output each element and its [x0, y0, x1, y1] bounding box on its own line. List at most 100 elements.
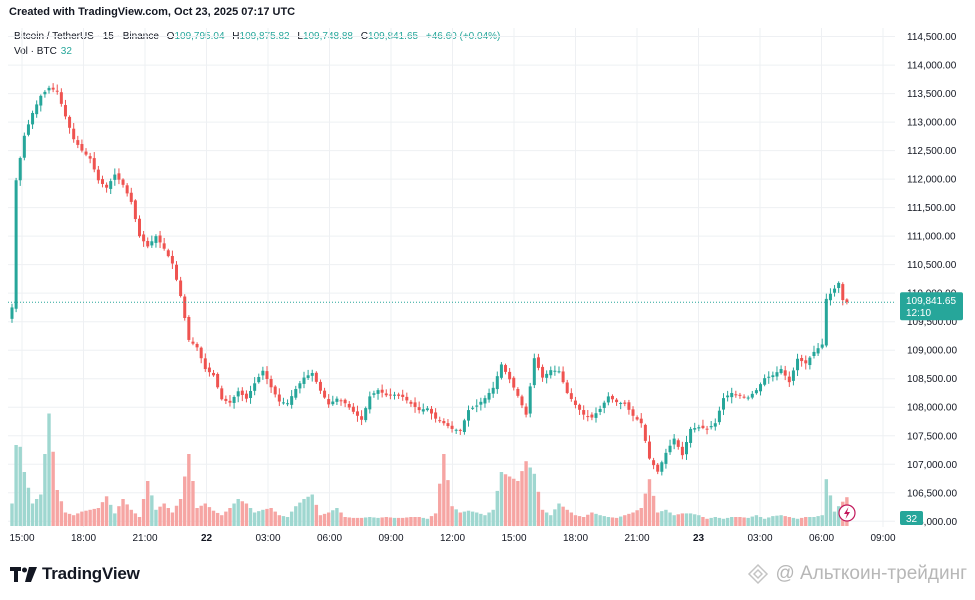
- candle-body: [742, 396, 746, 398]
- candle-body: [833, 288, 837, 293]
- volume-bar: [779, 515, 783, 526]
- x-tick-label: 22: [201, 533, 213, 544]
- candle-body: [553, 370, 557, 372]
- candle-body: [676, 440, 680, 447]
- volume-bar: [565, 509, 569, 526]
- candle-body: [446, 423, 450, 427]
- volume-bar: [141, 499, 146, 526]
- volume-label[interactable]: Vol · BTC: [14, 46, 57, 57]
- y-tick-label: 108,000.00: [907, 403, 957, 414]
- volume-bar: [532, 473, 537, 526]
- volume-bar: [475, 512, 479, 526]
- tradingview-logo[interactable]: TradingView: [10, 564, 140, 584]
- volume-bar: [627, 513, 631, 526]
- volume-bar: [80, 511, 84, 526]
- volume-bar: [697, 515, 701, 526]
- volume-bar: [92, 508, 96, 526]
- volume-bar: [516, 481, 520, 526]
- volume-bar: [512, 478, 516, 526]
- volume-bar: [104, 496, 109, 526]
- candle-body: [430, 408, 433, 414]
- y-tick-label: 113,500.00: [907, 89, 957, 100]
- candle-body: [306, 375, 310, 378]
- candle-body: [125, 185, 129, 194]
- x-tick-label: 03:00: [255, 533, 280, 544]
- candle-body: [796, 358, 800, 371]
- candle-body: [314, 372, 318, 382]
- candle-body: [541, 366, 545, 378]
- candle-body: [397, 394, 401, 396]
- volume-bar: [326, 512, 331, 526]
- volume-legend: Vol · BTC 32: [14, 46, 72, 57]
- volume-bar: [536, 491, 541, 526]
- candle-body: [376, 390, 380, 394]
- volume-bar: [738, 517, 742, 526]
- volume-bar: [178, 499, 183, 526]
- candle-body: [837, 282, 841, 289]
- volume-bar: [775, 515, 779, 526]
- volume-bar: [88, 509, 92, 526]
- volume-bar: [499, 472, 504, 526]
- x-tick-label: 18:00: [563, 533, 588, 544]
- candle-body: [717, 410, 721, 423]
- candle-body: [162, 243, 166, 249]
- candle-body: [828, 293, 832, 301]
- candle-body: [327, 399, 331, 405]
- candle-body: [697, 427, 701, 429]
- candle-body: [602, 402, 606, 408]
- candle-body: [516, 388, 520, 396]
- candle-body: [220, 388, 224, 400]
- candle-body: [508, 371, 512, 380]
- candle-body: [195, 343, 199, 348]
- volume-bar: [643, 493, 648, 526]
- volume-bar: [63, 512, 68, 526]
- candle-body: [454, 429, 458, 431]
- volume-bar: [22, 472, 27, 526]
- candle-body: [528, 386, 532, 414]
- volume-bar: [347, 517, 351, 526]
- price-axis[interactable]: 106,000.00 106,500.00 107,000.00 107,500.00…: [907, 32, 957, 528]
- candle-body: [150, 241, 154, 246]
- candle-body: [582, 410, 586, 415]
- candle-body: [121, 179, 125, 185]
- candlesticks: [10, 83, 849, 476]
- volume-bar: [614, 517, 619, 526]
- volume-bar: [754, 515, 759, 526]
- volume-bar: [573, 515, 578, 526]
- volume-bar: [158, 506, 162, 526]
- candle-body: [31, 112, 35, 125]
- volume-bar: [577, 516, 582, 526]
- volume-bar: [55, 490, 59, 526]
- candle-body: [117, 173, 121, 180]
- candle-body: [277, 394, 281, 402]
- volume-bar: [680, 513, 685, 526]
- candle-body: [504, 365, 508, 372]
- time-axis[interactable]: 15:00 18:00 21:00 22 03:00 06:00 09:00 12:00 15:…: [9, 533, 895, 544]
- candle-body: [170, 255, 174, 264]
- candle-body: [129, 192, 133, 202]
- volume-bar: [581, 517, 586, 526]
- volume-bar: [170, 512, 175, 526]
- volume-bar: [252, 512, 257, 526]
- volume-bar: [812, 517, 816, 526]
- candle-body: [372, 393, 376, 395]
- volume-bar: [14, 445, 18, 526]
- volume-bar: [808, 517, 812, 526]
- candle-body: [779, 369, 783, 374]
- volume-bar: [322, 513, 327, 526]
- volume-bar: [191, 481, 195, 526]
- volume-bar: [421, 517, 425, 526]
- lightning-icon[interactable]: [838, 504, 856, 522]
- candle-body: [401, 394, 405, 397]
- candle-body: [639, 418, 643, 424]
- y-tick-label: 110,500.00: [907, 260, 957, 271]
- candle-body: [261, 370, 265, 376]
- volume-bar: [610, 517, 615, 526]
- volume-bar: [277, 515, 282, 526]
- volume-bar: [742, 517, 746, 526]
- candle-body: [355, 411, 359, 416]
- volume-bar: [520, 471, 524, 526]
- candle-body: [80, 144, 84, 151]
- candle-body: [413, 402, 417, 407]
